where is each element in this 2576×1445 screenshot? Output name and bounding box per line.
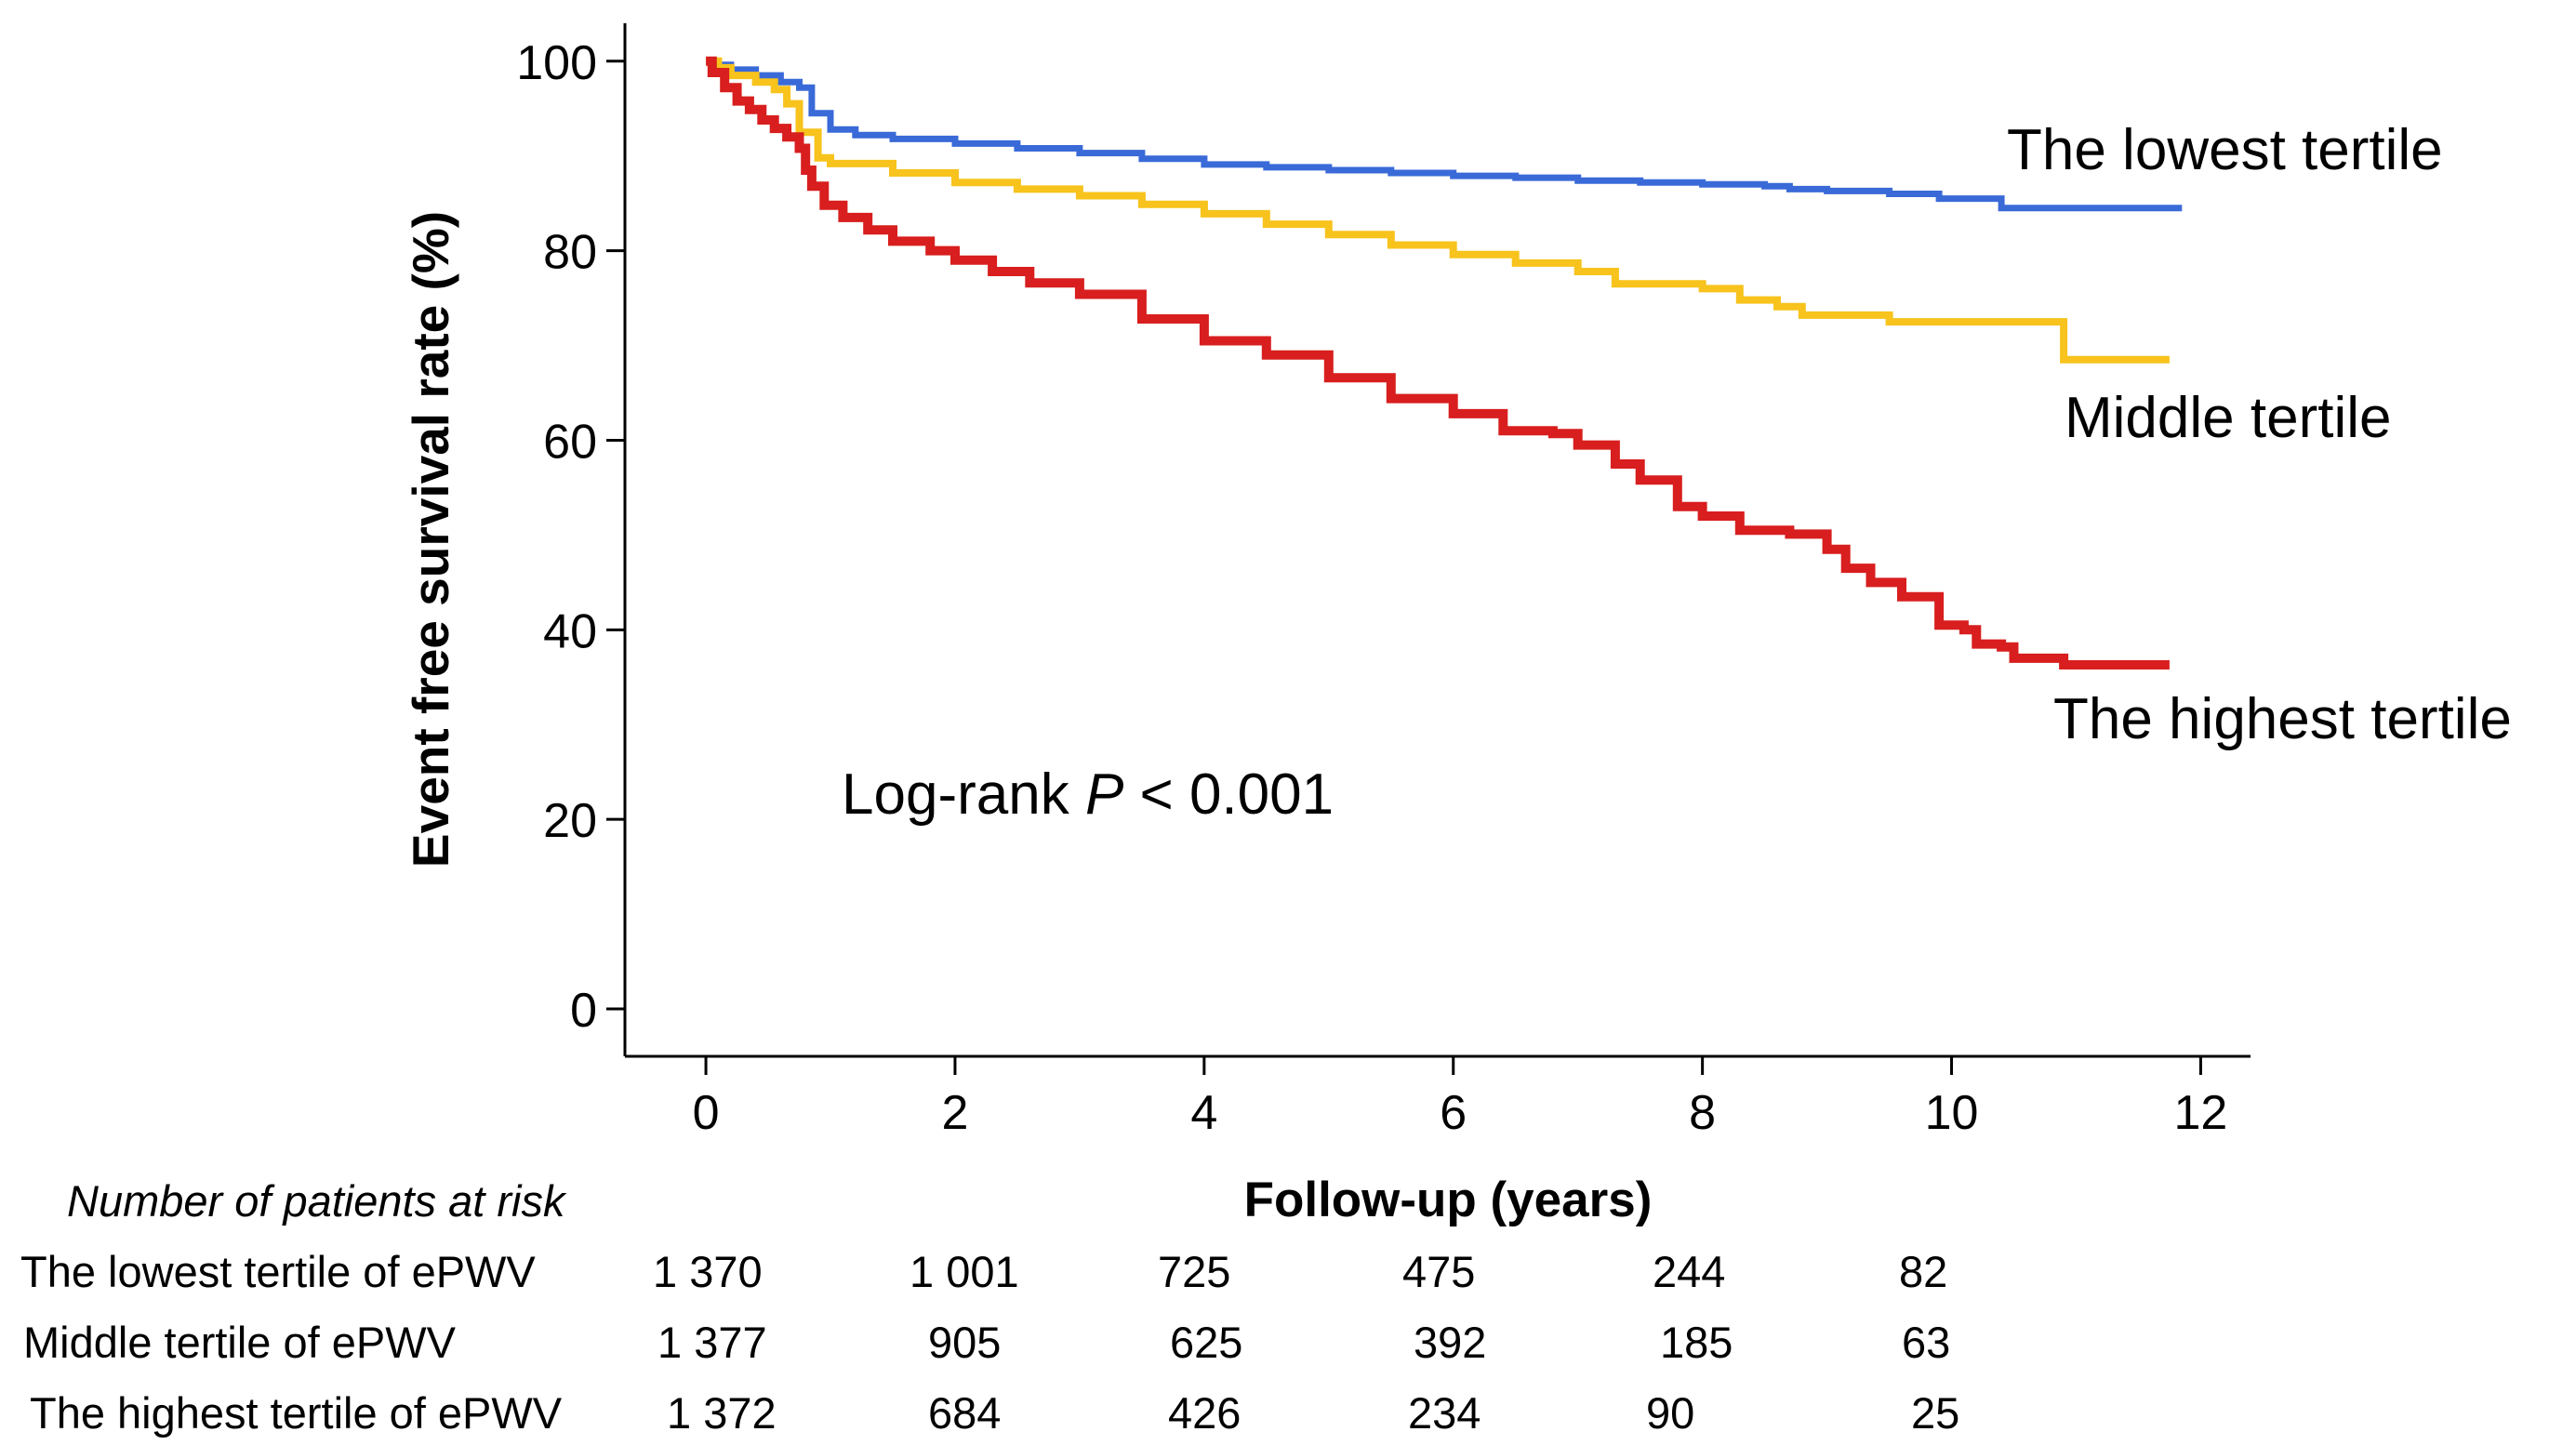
x-tick-label: 10: [1925, 1086, 1979, 1140]
risk-cell: 684: [928, 1388, 1001, 1438]
curve-label-middle: Middle tertile: [2065, 386, 2391, 450]
risk-cell: 392: [1414, 1318, 1486, 1367]
series-line-the-lowest-tertile: [706, 58, 2183, 212]
y-tick-label: 0: [570, 984, 597, 1038]
survival-curves: [706, 56, 2183, 669]
risk-cell: 905: [928, 1318, 1001, 1367]
log-rank-p: P: [1085, 762, 1123, 827]
x-tick-label: 0: [693, 1086, 720, 1140]
curve-label-lowest: The lowest tertile: [2007, 118, 2443, 182]
risk-cell: 475: [1402, 1247, 1475, 1296]
risk-row-label: The highest tertile of ePWV: [30, 1388, 563, 1438]
risk-cell: 1 372: [667, 1388, 777, 1438]
y-tick-label: 80: [543, 226, 597, 280]
axes: 0 20 40 60 80 100 0 2 4 6 8 10 12: [516, 23, 2251, 1140]
risk-cell: 625: [1170, 1318, 1242, 1367]
curve-label-highest: The highest tertile: [2053, 687, 2512, 751]
risk-row-label: The lowest tertile of ePWV: [20, 1247, 536, 1296]
risk-cell: 725: [1158, 1247, 1230, 1296]
risk-cell: 63: [1902, 1318, 1950, 1367]
risk-cell: 426: [1168, 1388, 1241, 1438]
series-line-middle-tertile: [706, 57, 2170, 364]
y-tick-label: 100: [516, 36, 597, 90]
risk-table: The lowest tertile of ePWV 1 370 1 001 725 4…: [20, 1247, 1959, 1438]
log-rank-annotation: Log-rank P < 0.001: [842, 762, 1334, 827]
log-rank-prefix: Log-rank: [842, 762, 1085, 827]
risk-cell: 25: [1911, 1388, 1959, 1438]
x-tick-label: 6: [1440, 1086, 1467, 1140]
risk-cell: 82: [1899, 1247, 1947, 1296]
risk-cell: 244: [1653, 1247, 1725, 1296]
y-axis-title: Event free survival rate (%): [402, 211, 459, 868]
x-tick-label: 4: [1190, 1086, 1217, 1140]
y-tick-label: 40: [543, 604, 597, 658]
risk-cell: 90: [1646, 1388, 1694, 1438]
risk-cell: 1 001: [910, 1247, 1019, 1296]
risk-table-title: Number of patients at risk: [67, 1176, 567, 1226]
x-tick-label: 12: [2173, 1086, 2227, 1140]
log-rank-suffix: < 0.001: [1123, 762, 1334, 827]
x-axis-title: Follow-up (years): [1244, 1173, 1653, 1227]
risk-cell: 1 377: [657, 1318, 767, 1367]
risk-cell: 1 370: [653, 1247, 763, 1296]
series-line-the-highest-tertile: [706, 56, 2170, 669]
x-ticks: 0 2 4 6 8 10 12: [693, 1056, 2227, 1140]
risk-row-label: Middle tertile of ePWV: [23, 1318, 457, 1367]
risk-cell: 185: [1660, 1318, 1733, 1367]
y-ticks: 0 20 40 60 80 100: [516, 36, 625, 1038]
x-tick-label: 8: [1689, 1086, 1716, 1140]
risk-cell: 234: [1408, 1388, 1481, 1438]
y-tick-label: 20: [543, 794, 597, 848]
y-tick-label: 60: [543, 415, 597, 469]
x-tick-label: 2: [941, 1086, 968, 1140]
